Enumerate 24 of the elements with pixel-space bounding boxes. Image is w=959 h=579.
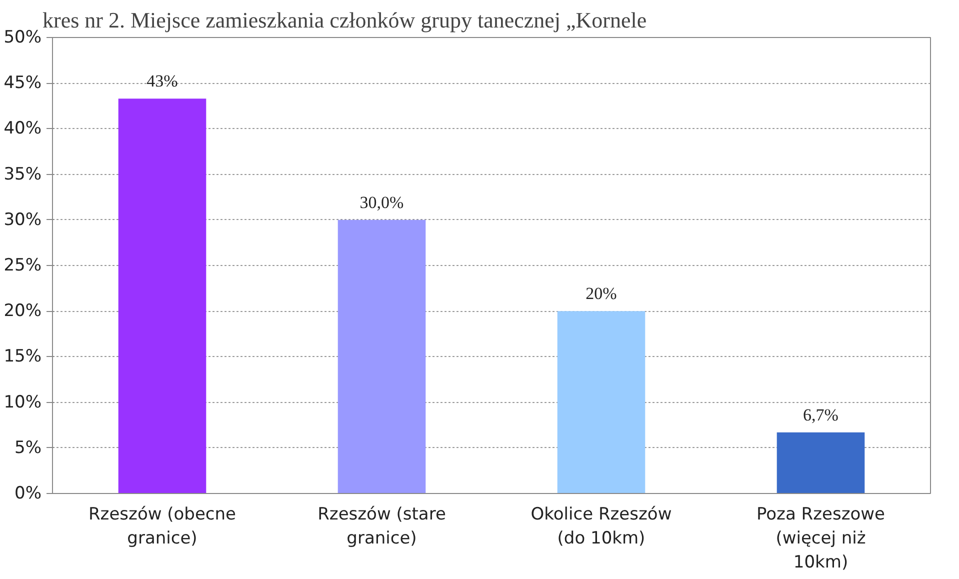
data-label: 30,0% [360, 192, 404, 212]
data-label: 43% [146, 72, 178, 91]
y-tick-label: 0% [14, 484, 42, 504]
bar [776, 432, 865, 494]
bar [557, 311, 646, 494]
bar [338, 220, 426, 494]
y-tick-label: 50% [4, 28, 42, 48]
data-label: 20% [586, 284, 617, 304]
y-tick-label: 10% [4, 392, 42, 412]
y-tick-label: 15% [4, 346, 42, 367]
data-label: 6,7% [803, 405, 838, 424]
y-tick-label: 5% [14, 438, 42, 458]
x-tick-label: Poza Rzeszowe (więcej niż 10km) [756, 504, 886, 572]
y-tick-label: 20% [4, 301, 42, 322]
chart-title: kres nr 2. Miejsce zamieszkania członków grupy tanecznej „Kornele [42, 8, 647, 32]
y-tick-label: 45% [4, 73, 42, 94]
x-tick-label: Okolice Rzeszów (do 10km) [530, 504, 672, 548]
x-tick-label: Rzeszów (stare granice) [318, 504, 446, 548]
y-tick-label: 40% [4, 118, 42, 139]
y-tick-label: 25% [4, 256, 42, 276]
bar [118, 98, 206, 494]
y-tick-label: 30% [4, 210, 42, 230]
y-tick-label: 35% [4, 164, 42, 184]
x-tick-label: Rzeszów (obecne granice) [88, 504, 236, 548]
